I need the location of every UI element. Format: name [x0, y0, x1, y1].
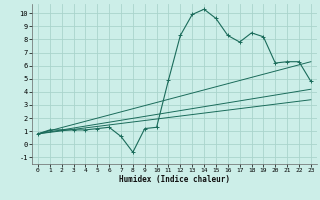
X-axis label: Humidex (Indice chaleur): Humidex (Indice chaleur)	[119, 175, 230, 184]
